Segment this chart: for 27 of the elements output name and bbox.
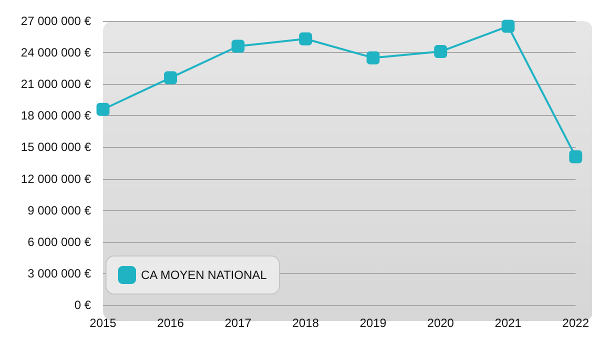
y-tick-label: 24 000 000 € <box>20 46 92 60</box>
point <box>299 32 312 46</box>
x-tick-label: 2016 <box>157 316 184 330</box>
point <box>366 51 380 64</box>
point <box>569 150 582 164</box>
point <box>232 40 245 53</box>
y-tick-label: 15 000 000 € <box>20 140 92 154</box>
y-tick-label: 0 € <box>74 298 92 312</box>
x-tick-label: 2020 <box>427 316 454 330</box>
point <box>502 20 515 33</box>
y-tick-label: 6 000 000 € <box>28 234 92 249</box>
y-tick-label: 3 000 000 € <box>28 266 92 280</box>
point <box>96 102 110 116</box>
point <box>434 45 448 58</box>
y-tick-label: 21 000 000 € <box>20 77 92 92</box>
legend-label: CA MOYEN NATIONAL <box>141 268 268 282</box>
y-tick-label: 9 000 000 € <box>28 203 92 218</box>
x-tick-label: 2022 <box>562 316 590 330</box>
y-tick-label: 18 000 000 € <box>20 108 92 123</box>
x-tick-label: 2018 <box>292 316 320 330</box>
y-tick-label: 27 000 000 € <box>20 14 92 28</box>
x-tick-label: 2017 <box>224 316 252 330</box>
point <box>164 71 178 84</box>
x-tick-label: 2019 <box>360 316 387 330</box>
x-tick-label: 2021 <box>494 316 522 330</box>
x-tick-label: 2015 <box>90 316 117 330</box>
y-tick-label: 12 000 000 € <box>20 172 92 186</box>
